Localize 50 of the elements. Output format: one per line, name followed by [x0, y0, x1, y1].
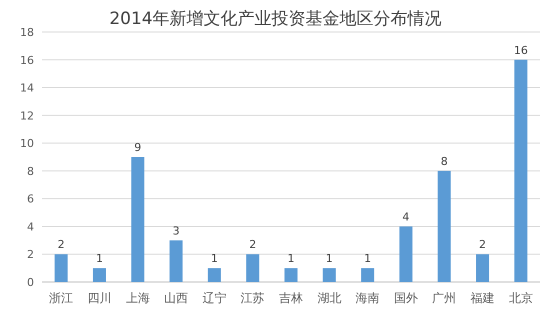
data-label: 1 [364, 252, 372, 266]
bar [92, 268, 106, 282]
bar [438, 170, 451, 282]
y-tick-label: 0 [27, 276, 34, 289]
x-tick-label: 国外 [394, 291, 418, 305]
data-label: 16 [514, 44, 528, 57]
data-label: 2 [249, 238, 256, 252]
x-tick-label: 四川 [87, 291, 112, 305]
chart-title: 2014年新增文化产业投资基金地区分布情况 [109, 9, 442, 29]
bar [131, 157, 144, 282]
data-label: 2 [58, 238, 65, 252]
y-tick-label: 4 [27, 220, 34, 234]
x-tick-label: 湖北 [317, 291, 342, 305]
y-tick-label: 6 [27, 192, 34, 206]
bar [246, 254, 260, 282]
bar [54, 254, 68, 282]
x-tick-label: 江苏 [240, 291, 265, 305]
data-label: 4 [402, 210, 410, 224]
bar [514, 60, 528, 282]
x-tick-label: 吉林 [279, 291, 303, 305]
y-tick-label: 18 [20, 26, 34, 39]
bar [208, 268, 221, 282]
data-label: 1 [96, 252, 103, 266]
bar [322, 268, 336, 282]
data-label: 3 [172, 224, 180, 238]
bar [361, 268, 374, 282]
x-tick-label: 福建 [470, 291, 495, 305]
x-tick-label: 广州 [432, 291, 456, 305]
y-tick-label: 10 [20, 137, 34, 150]
y-tick-label: 12 [20, 109, 34, 122]
data-label: 1 [288, 252, 294, 266]
x-tick-label: 海南 [356, 291, 380, 305]
y-tick-label: 2 [27, 248, 34, 262]
bar [399, 226, 412, 282]
data-label: 9 [134, 141, 142, 154]
data-label: 1 [326, 252, 333, 266]
y-tick-label: 14 [20, 82, 34, 95]
x-tick-label: 浙江 [49, 291, 74, 305]
bar [476, 254, 490, 282]
x-tick-label: 上海 [126, 291, 150, 305]
x-tick-label: 辽宁 [202, 291, 226, 305]
bar [170, 240, 183, 282]
data-label: 1 [210, 252, 218, 266]
data-label: 2 [479, 238, 486, 252]
y-tick-label: 16 [20, 54, 34, 67]
bar [284, 268, 298, 282]
x-tick-label: 北京 [508, 291, 533, 305]
data-label: 8 [440, 154, 448, 168]
x-tick-label: 山西 [164, 291, 188, 305]
y-tick-label: 8 [27, 164, 34, 178]
